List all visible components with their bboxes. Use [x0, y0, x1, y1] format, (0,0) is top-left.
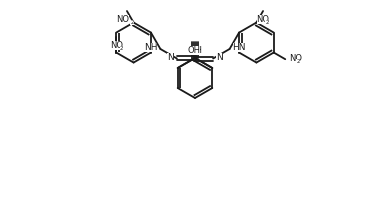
Text: OH: OH	[190, 46, 203, 55]
Text: 2: 2	[265, 19, 269, 25]
Text: N: N	[167, 53, 174, 62]
Text: N: N	[216, 53, 223, 62]
Text: 2: 2	[120, 46, 123, 51]
Text: NO: NO	[110, 41, 123, 50]
Text: 2: 2	[296, 59, 300, 64]
Text: NO: NO	[289, 54, 302, 63]
Text: OH: OH	[187, 46, 200, 55]
Text: 2: 2	[130, 19, 134, 25]
Text: NO: NO	[117, 15, 129, 23]
Text: NO: NO	[256, 15, 269, 23]
Text: HN: HN	[233, 42, 246, 51]
Text: NH: NH	[144, 42, 158, 51]
